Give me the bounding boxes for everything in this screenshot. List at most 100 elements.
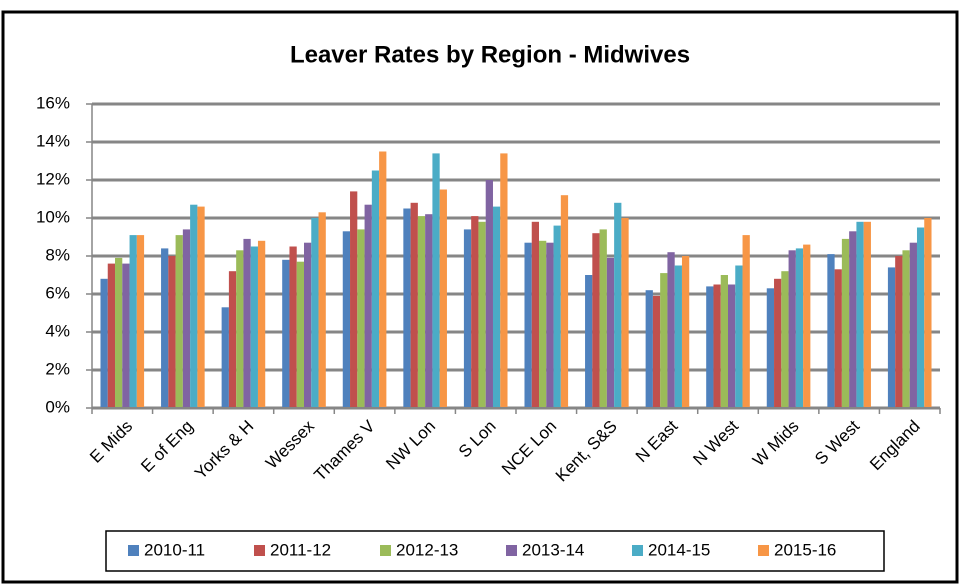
legend-label: 2013-14 [522, 540, 584, 559]
bar [410, 202, 418, 408]
bar [524, 242, 532, 408]
bar [645, 290, 653, 408]
bar [895, 256, 903, 408]
bar [129, 235, 137, 408]
bar [136, 235, 145, 408]
bar [713, 284, 721, 408]
bar [485, 180, 493, 408]
bar [432, 153, 440, 408]
bar [371, 170, 380, 408]
bar [614, 202, 622, 408]
y-tick-label: 16% [36, 93, 70, 112]
y-tick-label: 4% [45, 321, 70, 340]
bar [599, 229, 607, 408]
bar [849, 231, 857, 408]
legend-swatch [758, 545, 769, 556]
bar [439, 189, 447, 408]
bar [357, 229, 365, 408]
bar [539, 240, 547, 408]
bar [887, 267, 896, 408]
legend-label: 2014-15 [648, 540, 710, 559]
bar [243, 238, 251, 408]
bar [364, 204, 372, 408]
bar [161, 248, 169, 408]
bar [236, 250, 244, 408]
bar [463, 229, 472, 408]
bar [827, 254, 835, 408]
y-tick-label: 2% [45, 359, 70, 378]
legend-label: 2011-12 [270, 540, 331, 559]
bar [660, 273, 668, 408]
bar [175, 235, 183, 408]
legend-swatch [254, 545, 265, 556]
bar [115, 257, 123, 408]
bar [856, 221, 864, 408]
bar [257, 240, 266, 408]
bar [425, 214, 433, 408]
bar [592, 233, 600, 408]
bar [788, 250, 796, 408]
bar [107, 263, 116, 408]
bar [531, 221, 540, 408]
bar [774, 278, 782, 408]
bar [681, 256, 690, 408]
bar [282, 259, 290, 408]
bar [781, 271, 789, 408]
bar [403, 208, 411, 408]
bar [182, 229, 191, 408]
bar [916, 227, 925, 408]
bar [902, 250, 910, 408]
bar [667, 252, 675, 408]
bar [606, 257, 615, 408]
legend-box [105, 530, 885, 572]
bar [168, 256, 176, 408]
bar [841, 238, 850, 408]
y-tick-label: 6% [45, 283, 70, 302]
y-tick-label: 12% [36, 169, 70, 188]
bar [652, 295, 661, 408]
legend-label: 2012-13 [396, 540, 458, 559]
bar [706, 286, 714, 408]
y-tick-label: 0% [45, 397, 70, 416]
bar [379, 151, 387, 408]
bar [342, 231, 351, 408]
bar [318, 212, 326, 408]
bar [674, 265, 682, 408]
bar [909, 242, 917, 408]
bar [478, 221, 486, 408]
bar [190, 204, 198, 408]
bar [766, 288, 775, 408]
legend-swatch [506, 545, 517, 556]
bar [585, 275, 593, 408]
legend-swatch [632, 545, 643, 556]
bar [296, 261, 304, 408]
bar [735, 265, 743, 408]
bar [228, 271, 237, 408]
bar [553, 225, 561, 408]
bar [197, 206, 205, 408]
bar [720, 275, 728, 408]
bar [834, 269, 842, 408]
legend-swatch [380, 545, 391, 556]
bar [250, 246, 258, 408]
bar [221, 307, 229, 408]
y-tick-label: 10% [36, 207, 70, 226]
bar [122, 263, 130, 408]
bar [560, 195, 569, 408]
bar [621, 218, 629, 408]
bar [728, 284, 736, 408]
bar [863, 221, 871, 408]
y-tick-label: 8% [45, 245, 70, 264]
bar [417, 216, 426, 408]
bar [546, 242, 554, 408]
bar [492, 206, 501, 408]
bar [311, 218, 319, 408]
bar [500, 153, 508, 408]
legend-swatch [128, 545, 139, 556]
chart-title: Leaver Rates by Region - Midwives [290, 41, 690, 68]
bar [100, 278, 108, 408]
bar [795, 248, 804, 408]
bar [289, 246, 297, 408]
legend-label: 2015-16 [774, 540, 836, 559]
